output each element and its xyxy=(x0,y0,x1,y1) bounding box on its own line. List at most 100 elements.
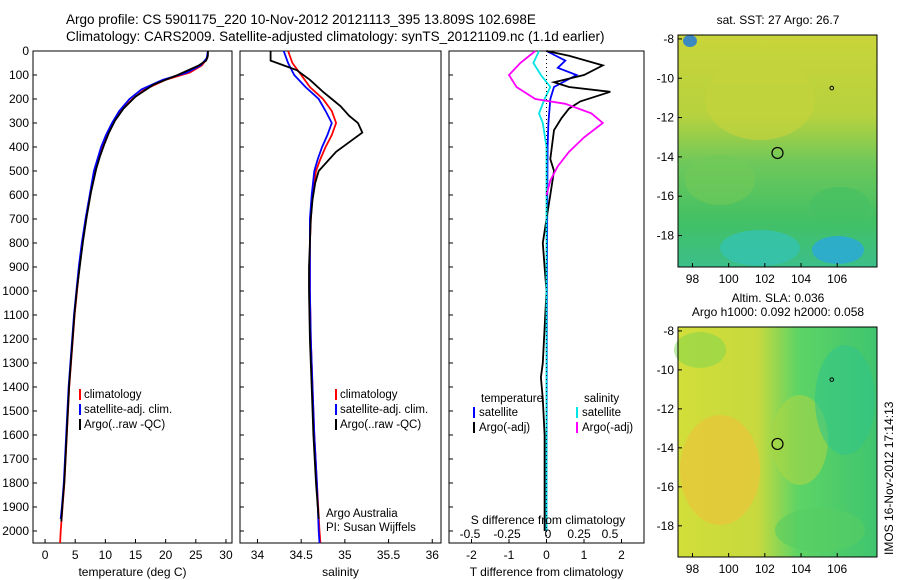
legend-label: satellite-adj. clim. xyxy=(84,404,172,416)
argo-position-marker xyxy=(771,146,784,160)
x-tick-label: 35 xyxy=(338,548,352,562)
y-tick-label: 500 xyxy=(9,164,29,178)
other-float-marker xyxy=(829,377,835,382)
x-axis-label: temperature (deg C) xyxy=(78,565,186,579)
series-line-1 xyxy=(539,50,611,531)
map-x-tick-label: 100 xyxy=(719,272,739,286)
map-field-patch xyxy=(720,230,800,266)
map-y-tick-label: -10 xyxy=(657,71,675,85)
y-tick-label: 1500 xyxy=(2,404,29,418)
map-y-tick-label: -12 xyxy=(657,111,675,125)
map-field-patch xyxy=(705,60,815,140)
legend-label: Argo(-adj) xyxy=(479,422,530,434)
x-tick-label: 10 xyxy=(99,548,113,562)
x-tick-label: 34.5 xyxy=(289,548,313,562)
y-tick-label: 600 xyxy=(9,188,29,202)
map-x-tick-label: 104 xyxy=(791,562,811,576)
y-tick-label: 200 xyxy=(9,92,29,106)
header-line-1: Argo profile: CS 5901175_220 10-Nov-2012… xyxy=(66,12,536,27)
legend-label: satellite xyxy=(479,407,518,419)
panel-annotation: Argo Australia xyxy=(326,508,398,520)
legend-label: Argo(-adj) xyxy=(582,422,633,434)
legend-label: Argo(..raw -QC) xyxy=(84,419,165,431)
map-y-tick-label: -14 xyxy=(657,150,675,164)
map-field-patch xyxy=(772,395,828,485)
map-field-patch xyxy=(775,508,865,552)
x-tick-label: 0 xyxy=(543,548,550,562)
y-tick-label: 0 xyxy=(22,44,29,58)
x-tick-label: 30 xyxy=(219,548,233,562)
legend-label: climatology xyxy=(84,389,142,401)
x-axis-label: salinity xyxy=(322,565,359,579)
sst-map-title: sat. SST: 27 Argo: 26.7 xyxy=(717,13,840,27)
map-x-tick-label: 98 xyxy=(686,562,700,576)
top-x-tick-label: 0.5 xyxy=(602,527,619,541)
top-x-tick-label: -0.25 xyxy=(493,527,521,541)
x-tick-label: 2 xyxy=(618,548,625,562)
y-tick-label: 2000 xyxy=(2,524,29,538)
map-y-tick-label: -16 xyxy=(657,189,675,203)
map-field-patch xyxy=(674,332,726,368)
map-y-tick-label: -18 xyxy=(657,519,675,533)
x-tick-label: 34 xyxy=(251,548,265,562)
map-y-tick-label: -14 xyxy=(657,441,675,455)
plot-frame xyxy=(32,50,233,544)
y-tick-label: 700 xyxy=(9,212,29,226)
series-line-2 xyxy=(269,51,364,520)
y-tick-label: 1300 xyxy=(2,356,29,370)
x-tick-label: 35.5 xyxy=(377,548,401,562)
x-tick-label: 25 xyxy=(189,548,203,562)
x-axis-label: T difference from climatology xyxy=(470,565,624,579)
legend-title-temperature: temperature xyxy=(481,393,543,405)
y-tick-label: 100 xyxy=(9,68,29,82)
y-tick-label: 1000 xyxy=(2,284,29,298)
sla-map-title: Argo h1000: 0.092 h2000: 0.058 xyxy=(692,305,864,319)
top-x-axis-label: S difference from climatology xyxy=(471,513,626,527)
y-tick-label: 800 xyxy=(9,236,29,250)
map-field-patch xyxy=(812,236,864,264)
map-field-patch xyxy=(683,35,697,47)
side-label: IMOS 16-Nov-2012 17:14:13 xyxy=(882,401,896,555)
map-x-tick-label: 102 xyxy=(755,562,775,576)
map-field-patch xyxy=(815,345,875,455)
map-y-tick-label: -8 xyxy=(663,32,674,46)
x-tick-label: 36 xyxy=(426,548,440,562)
header-line-2: Climatology: CARS2009. Satellite-adjuste… xyxy=(66,29,605,44)
legend-label: satellite xyxy=(582,407,621,419)
x-tick-label: 1 xyxy=(581,548,588,562)
map-x-tick-label: 98 xyxy=(686,272,700,286)
x-tick-label: 15 xyxy=(129,548,143,562)
x-tick-label: 0 xyxy=(42,548,49,562)
y-tick-label: 1900 xyxy=(2,500,29,514)
y-tick-label: 1800 xyxy=(2,476,29,490)
y-tick-label: 400 xyxy=(9,140,29,154)
legend-label: satellite-adj. clim. xyxy=(340,404,428,416)
series-line-3 xyxy=(507,50,605,196)
y-tick-label: 1100 xyxy=(3,308,29,322)
map-field-patch xyxy=(685,155,755,205)
map-y-tick-label: -8 xyxy=(663,324,674,338)
series-line-2 xyxy=(60,51,209,522)
y-tick-label: 1700 xyxy=(2,452,29,466)
y-tick-label: 1200 xyxy=(2,332,29,346)
sla-map-title: Altim. SLA: 0.036 xyxy=(732,291,825,305)
map-y-tick-label: -10 xyxy=(657,363,675,377)
legend-label: Argo(..raw -QC) xyxy=(340,419,421,431)
legend-title-salinity: salinity xyxy=(584,393,619,405)
map-y-tick-label: -12 xyxy=(657,402,675,416)
top-x-tick-label: 0 xyxy=(545,527,552,541)
x-tick-label: 5 xyxy=(72,548,79,562)
map-field-patch xyxy=(810,187,870,223)
map-y-tick-label: -18 xyxy=(657,229,675,243)
y-tick-label: 1400 xyxy=(2,380,29,394)
x-tick-label: 20 xyxy=(159,548,173,562)
map-frame xyxy=(677,34,878,268)
map-x-tick-label: 100 xyxy=(719,562,739,576)
y-tick-label: 300 xyxy=(9,116,29,130)
y-tick-label: 1600 xyxy=(2,428,29,442)
y-tick-label: 900 xyxy=(9,260,29,274)
argo-position-marker xyxy=(771,437,784,451)
x-tick-label: -2 xyxy=(466,548,477,562)
other-float-marker xyxy=(829,85,835,91)
